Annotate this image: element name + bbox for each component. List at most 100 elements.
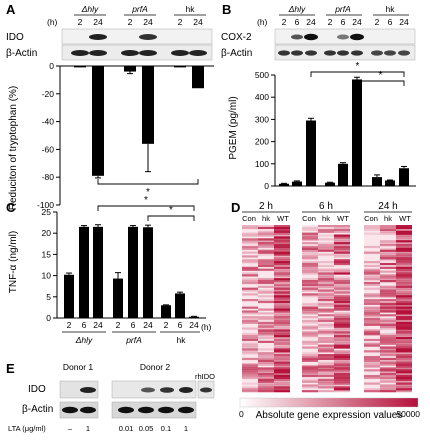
heatmap-cell bbox=[302, 293, 318, 296]
heatmap-cell bbox=[334, 247, 350, 250]
heatmap-cell bbox=[334, 371, 350, 374]
heatmap-cell bbox=[274, 245, 290, 249]
heatmap-cell bbox=[258, 242, 274, 245]
heatmap-cell bbox=[380, 390, 396, 393]
heatmap-cell bbox=[302, 266, 318, 269]
panel-b-band bbox=[337, 34, 349, 40]
bar bbox=[385, 180, 395, 186]
significance-bracket bbox=[147, 215, 195, 221]
panel-a-blot-label-ido: IDO bbox=[6, 32, 24, 43]
heatmap-cell bbox=[396, 240, 412, 243]
heatmap-cell bbox=[380, 321, 396, 324]
heatmap-cell bbox=[396, 359, 412, 362]
heatmap-cell bbox=[380, 285, 396, 288]
heatmap-cell bbox=[396, 317, 412, 321]
panel-a-letter: A bbox=[6, 2, 16, 17]
heatmap-cell bbox=[302, 327, 318, 330]
heatmap-cell bbox=[318, 242, 334, 245]
heatmap-cell bbox=[274, 333, 290, 336]
heatmap-cell bbox=[380, 242, 396, 245]
heatmap-cell bbox=[318, 344, 334, 347]
panel-e-band bbox=[80, 387, 96, 393]
heatmap-cell bbox=[274, 291, 290, 294]
heatmap-cell bbox=[380, 367, 396, 370]
heatmap-cell bbox=[258, 359, 274, 362]
heatmap-cell bbox=[258, 234, 274, 237]
heatmap-cell bbox=[258, 245, 274, 249]
heatmap-cell bbox=[318, 371, 334, 374]
panel-a-hour-tick: 24 bbox=[93, 17, 103, 27]
heatmap-cell bbox=[274, 323, 290, 326]
heatmap-cell bbox=[364, 319, 380, 323]
heatmap-cell bbox=[302, 367, 318, 370]
heatmap-cell bbox=[242, 350, 258, 353]
heatmap-cell bbox=[258, 251, 274, 254]
panel-b-hour-tick: 2 bbox=[328, 17, 333, 27]
heatmap-cell bbox=[274, 299, 290, 302]
heatmap-cell bbox=[318, 261, 334, 264]
heatmap-cell bbox=[302, 340, 318, 343]
heatmap-cell bbox=[380, 325, 396, 328]
heatmap-cell bbox=[302, 289, 318, 292]
heatmap-cell bbox=[274, 338, 290, 342]
heatmap-cell bbox=[274, 350, 290, 353]
heatmap-cell bbox=[318, 308, 334, 311]
y-tick-label: 15 bbox=[42, 249, 52, 259]
heatmap-cell bbox=[334, 302, 350, 306]
heatmap-cell bbox=[302, 342, 318, 345]
heatmap-cell bbox=[334, 295, 350, 298]
heatmap-cell bbox=[242, 352, 258, 355]
heatmap-cell bbox=[274, 321, 290, 324]
panel-d-col-wt: WT bbox=[277, 214, 289, 223]
heatmap-cell bbox=[302, 359, 318, 362]
heatmap-cell bbox=[302, 310, 318, 313]
heatmap-cell bbox=[258, 329, 274, 332]
heatmap-cell bbox=[364, 365, 380, 368]
heatmap-cell bbox=[396, 283, 412, 287]
significance-star: * bbox=[146, 187, 150, 198]
heatmap-cell bbox=[396, 388, 412, 391]
heatmap-cell bbox=[302, 228, 318, 231]
heatmap-cell bbox=[274, 310, 290, 313]
heatmap-cell bbox=[302, 257, 318, 260]
heatmap-cell bbox=[242, 280, 258, 283]
heatmap-cell bbox=[274, 312, 290, 315]
heatmap-cell bbox=[258, 376, 274, 380]
heatmap-cell bbox=[396, 293, 412, 296]
heatmap-cell bbox=[258, 230, 274, 233]
panel-c-group-hk: hk bbox=[177, 335, 187, 345]
panel-e-band bbox=[141, 387, 155, 393]
heatmap-cell bbox=[396, 325, 412, 328]
heatmap-cell bbox=[380, 308, 396, 311]
heatmap-cell bbox=[274, 346, 290, 349]
heatmap-cell bbox=[258, 335, 274, 338]
panel-d-col-wt: WT bbox=[399, 214, 411, 223]
heatmap-cell bbox=[318, 357, 334, 361]
heatmap-cell bbox=[334, 276, 350, 279]
heatmap-cell bbox=[380, 354, 396, 357]
panel-a-group-hk: hk bbox=[186, 4, 196, 14]
heatmap-cell bbox=[318, 386, 334, 389]
heatmap-cell bbox=[242, 310, 258, 313]
heatmap-cell bbox=[302, 331, 318, 334]
heatmap-cell bbox=[302, 287, 318, 290]
y-tick-label: -20 bbox=[42, 89, 55, 99]
heatmap-cell bbox=[258, 289, 274, 292]
heatmap-cell bbox=[242, 278, 258, 281]
heatmap-cell bbox=[380, 278, 396, 281]
heatmap-cell bbox=[364, 225, 380, 228]
heatmap-cell bbox=[318, 354, 334, 357]
heatmap-cell bbox=[274, 365, 290, 368]
heatmap-cell bbox=[334, 338, 350, 342]
heatmap-cell bbox=[242, 232, 258, 235]
bar bbox=[128, 226, 138, 318]
heatmap-cell bbox=[396, 236, 412, 239]
heatmap-cell bbox=[364, 245, 380, 249]
heatmap-cell bbox=[302, 374, 318, 378]
heatmap-cell bbox=[364, 312, 380, 315]
heatmap-cell bbox=[274, 230, 290, 233]
heatmap-cell bbox=[242, 335, 258, 338]
heatmap-cell bbox=[318, 384, 334, 387]
heatmap-cell bbox=[364, 274, 380, 277]
heatmap-cell bbox=[380, 380, 396, 383]
